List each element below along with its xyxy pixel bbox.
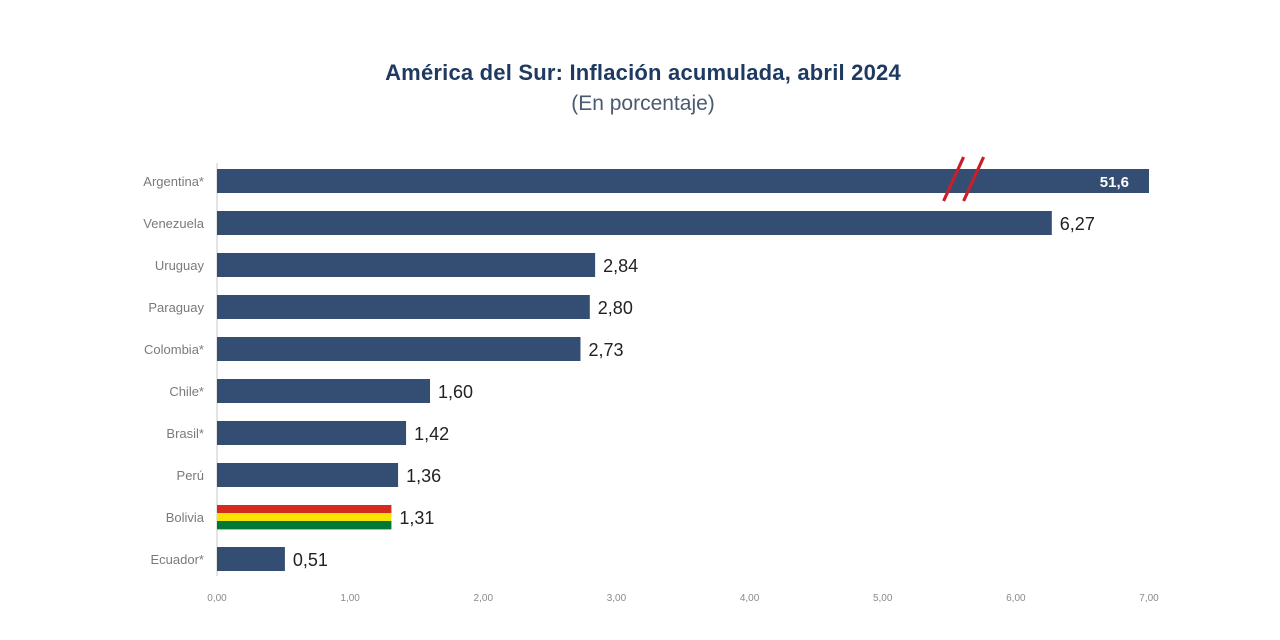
- data-label: 2,80: [598, 298, 633, 318]
- chart-title: América del Sur: Inflación acumulada, ab…: [385, 60, 901, 85]
- data-label: 2,73: [588, 340, 623, 360]
- category-label: Venezuela: [143, 216, 204, 231]
- category-label: Colombia*: [144, 342, 204, 357]
- x-tick-label: 4,00: [740, 593, 760, 604]
- bar: [217, 211, 1052, 235]
- data-label: 2,84: [603, 256, 638, 276]
- data-label: 0,51: [293, 550, 328, 570]
- data-label: 1,36: [406, 466, 441, 486]
- bar: [217, 253, 596, 277]
- category-label: Perú: [177, 468, 204, 483]
- x-tick-label: 5,00: [873, 593, 893, 604]
- data-label: 1,42: [414, 424, 449, 444]
- x-tick-label: 3,00: [607, 593, 627, 604]
- chart-subtitle: (En porcentaje): [571, 92, 715, 115]
- category-label: Argentina*: [143, 174, 204, 189]
- bar: [217, 337, 581, 361]
- bar: [217, 463, 399, 487]
- bar-bolivia-stripe: [217, 521, 392, 530]
- x-tick-label: 6,00: [1006, 593, 1026, 604]
- x-tick-label: 1,00: [340, 593, 360, 604]
- data-label: 6,27: [1060, 214, 1095, 234]
- axis-break-mark: [962, 156, 986, 202]
- bar-bolivia-stripe: [217, 505, 392, 514]
- category-label: Uruguay: [155, 258, 205, 273]
- category-label: Paraguay: [148, 300, 204, 315]
- category-label: Brasil*: [166, 426, 204, 441]
- data-label: 1,31: [399, 508, 434, 528]
- category-label: Bolivia: [166, 510, 205, 525]
- data-label: 1,60: [438, 382, 473, 402]
- category-label: Chile*: [169, 384, 204, 399]
- axis-break-mark: [942, 156, 966, 202]
- bar: [217, 295, 590, 319]
- bar: [217, 421, 407, 445]
- category-label: Ecuador*: [151, 552, 204, 567]
- data-label: 51,6: [1100, 174, 1129, 191]
- x-tick-label: 7,00: [1139, 593, 1159, 604]
- bar: [217, 379, 431, 403]
- bar: [217, 547, 285, 571]
- x-tick-label: 0,00: [207, 593, 227, 604]
- bar-bolivia-stripe: [217, 513, 392, 522]
- x-tick-label: 2,00: [474, 593, 494, 604]
- bar: [217, 169, 1149, 193]
